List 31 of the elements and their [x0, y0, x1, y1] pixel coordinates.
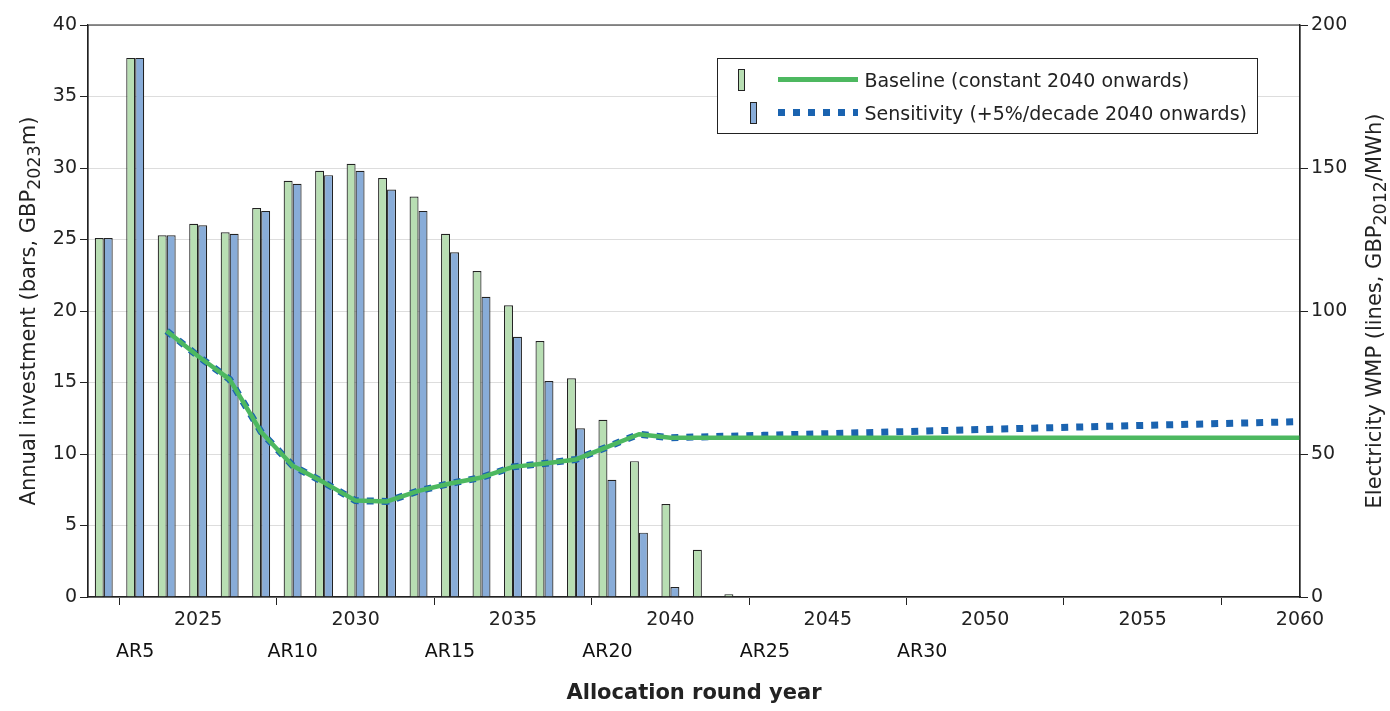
y-tick-label: 15: [52, 369, 77, 392]
text: AR25: [739, 639, 791, 661]
y2-tick-label: 0: [1311, 583, 1324, 606]
text: Baseline (constant 2040 onwards): [864, 68, 1190, 91]
text: AR20: [582, 639, 633, 661]
y2-tick-label: 50: [1311, 440, 1336, 463]
y2-tick-label: 200: [1311, 11, 1348, 34]
y-tick-label: 40: [52, 11, 77, 34]
y-tick-label: 35: [52, 83, 77, 106]
y-tick-label: 20: [52, 297, 77, 320]
legend-label: Sensitivity (+5%/decade 2040 onwards): [864, 101, 1247, 124]
x-tick-label: 2030: [331, 607, 380, 630]
y-tick-label: 0: [64, 583, 77, 606]
x-tick-label: 2060: [1275, 607, 1325, 630]
x-tick-label: 2055: [1118, 607, 1167, 630]
y-tick-label: 10: [52, 440, 77, 463]
x-axis-title: Allocation round year: [566, 680, 822, 704]
x-tick-label: 2025: [174, 607, 223, 630]
y2-tick-label: 150: [1311, 154, 1348, 177]
text: AR15: [424, 639, 476, 661]
text: AR30: [897, 639, 948, 661]
text: AR10: [267, 639, 318, 661]
text: AR5: [116, 639, 155, 661]
y2-tick-label: 100: [1311, 297, 1348, 320]
x-tick-label: 2050: [961, 607, 1010, 630]
y-tick-label: 5: [64, 512, 77, 535]
y-tick-label: 25: [52, 226, 77, 249]
x-tick-label: 2035: [488, 607, 538, 630]
x-tick-label: 2040: [646, 607, 695, 630]
y-tick-label: 30: [52, 154, 77, 177]
x-tick-label: 2045: [803, 607, 852, 630]
